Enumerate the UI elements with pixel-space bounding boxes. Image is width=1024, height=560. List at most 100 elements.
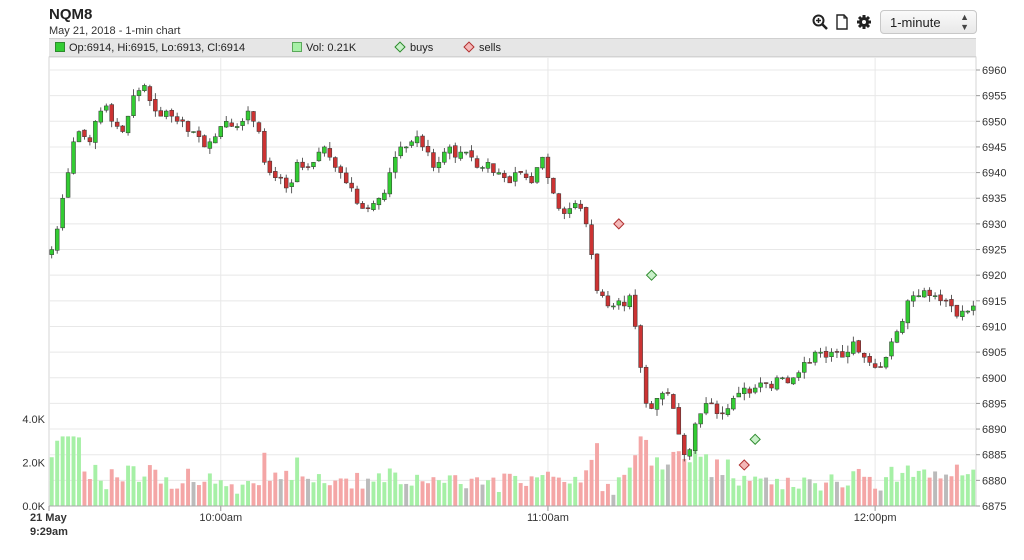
- volume-bar: [186, 468, 191, 506]
- volume-bar: [905, 465, 910, 506]
- volume-bar: [169, 488, 174, 506]
- volume-bar: [246, 480, 250, 506]
- candle-body: [921, 290, 927, 298]
- candle-body: [425, 146, 431, 153]
- candle-body: [393, 156, 398, 173]
- volume-bar: [235, 493, 240, 506]
- candle-body: [213, 136, 218, 144]
- candle-body: [654, 398, 660, 410]
- candle-body: [774, 377, 780, 390]
- volume-bar: [224, 486, 229, 506]
- legend-sells-text: sells: [479, 42, 502, 54]
- candle-body: [594, 253, 600, 291]
- document-icon[interactable]: [834, 14, 850, 30]
- interval-select[interactable]: 1-minute ▲ ▼: [880, 10, 977, 34]
- candle-body: [54, 228, 60, 251]
- candle-body: [698, 413, 703, 425]
- candle-body: [949, 299, 954, 307]
- candle-body: [682, 434, 687, 455]
- volume-bar: [780, 489, 785, 506]
- candle-body: [436, 162, 442, 169]
- candle-body: [714, 403, 720, 414]
- volume-bar: [736, 485, 741, 506]
- candle-body: [583, 207, 589, 225]
- price-tick-label: 6910: [982, 321, 1006, 333]
- legend-sells: sells: [463, 41, 502, 54]
- volume-bar: [436, 480, 441, 506]
- price-tick-label: 6930: [982, 219, 1006, 231]
- volume-bar: [856, 468, 861, 506]
- legend-ohlc: Op:6914, Hi:6915, Lo:6913, Cl:6914: [55, 42, 245, 54]
- volume-bar: [698, 456, 703, 506]
- volume-bar: [622, 474, 627, 506]
- price-tick-label: 6960: [982, 65, 1006, 77]
- volume-bar: [387, 468, 392, 506]
- volume-bar: [382, 482, 387, 506]
- volume-bar: [82, 471, 87, 506]
- volume-bar: [207, 473, 212, 506]
- candle-body: [834, 351, 840, 353]
- volume-bar: [573, 476, 578, 506]
- volume-bar: [71, 436, 76, 506]
- volume-bar: [796, 488, 801, 506]
- volume-bar: [894, 481, 899, 506]
- volume-bar: [158, 483, 163, 506]
- candle-body: [622, 301, 627, 307]
- candle-body: [725, 408, 731, 415]
- candle-body: [643, 366, 649, 404]
- volume-bar: [878, 490, 883, 506]
- volume-bar: [398, 484, 403, 506]
- zoom-icon[interactable]: [812, 14, 828, 30]
- volume-bar: [747, 480, 752, 506]
- candle-body: [60, 197, 65, 229]
- volume-bar: [507, 473, 512, 506]
- price-tick-label: 6900: [982, 373, 1006, 385]
- candle-body: [562, 208, 567, 214]
- candle-body: [125, 115, 131, 134]
- volume-bar: [458, 484, 463, 506]
- candle-body: [327, 148, 333, 158]
- candle-body: [447, 146, 453, 154]
- candle-body: [578, 203, 583, 209]
- volume-bar: [862, 476, 867, 506]
- candle-body: [207, 141, 213, 149]
- volume-bar: [676, 451, 681, 506]
- candle-body: [240, 121, 245, 126]
- candle-body: [780, 377, 785, 380]
- price-tick-label: 6940: [982, 168, 1006, 180]
- volume-tick-label: 2.0K: [22, 458, 45, 470]
- candle-body: [769, 383, 774, 389]
- volume-bar: [595, 443, 599, 506]
- volume-bar: [464, 488, 469, 506]
- chart-subtitle: May 21, 2018 - 1-min chart: [49, 25, 181, 37]
- volume-bar: [944, 474, 948, 506]
- volume-bar: [824, 482, 829, 506]
- candle-body: [174, 116, 180, 122]
- volume-bar: [344, 478, 349, 506]
- candle-body: [665, 392, 671, 394]
- candle-body: [218, 126, 223, 137]
- volume-bar: [333, 480, 338, 506]
- candle-body: [829, 351, 834, 358]
- candle-body: [905, 300, 911, 324]
- volume-bar: [273, 472, 278, 506]
- candle-body: [333, 157, 338, 168]
- candle-body: [343, 172, 349, 184]
- volume-bar: [611, 494, 616, 506]
- candle-body: [632, 294, 638, 327]
- candle-body: [224, 121, 229, 128]
- axes: 6960 6955 6950 6945 6940 6935 6930 6925 6920 6915…: [22, 65, 1006, 538]
- candle-body: [71, 141, 76, 174]
- volume-bar: [251, 483, 256, 506]
- volume-bar: [109, 469, 114, 506]
- volume-bar: [600, 491, 605, 506]
- candle-body: [911, 295, 916, 302]
- price-tick-label: 6915: [982, 296, 1006, 308]
- price-tick-label: 6945: [982, 142, 1006, 154]
- legend-bar: Op:6914, Hi:6915, Lo:6913, Cl:6914 Vol: …: [49, 38, 976, 57]
- candle-body: [474, 158, 480, 168]
- volume-bar: [627, 467, 632, 506]
- gear-icon[interactable]: [856, 14, 872, 30]
- candle-body: [954, 304, 960, 317]
